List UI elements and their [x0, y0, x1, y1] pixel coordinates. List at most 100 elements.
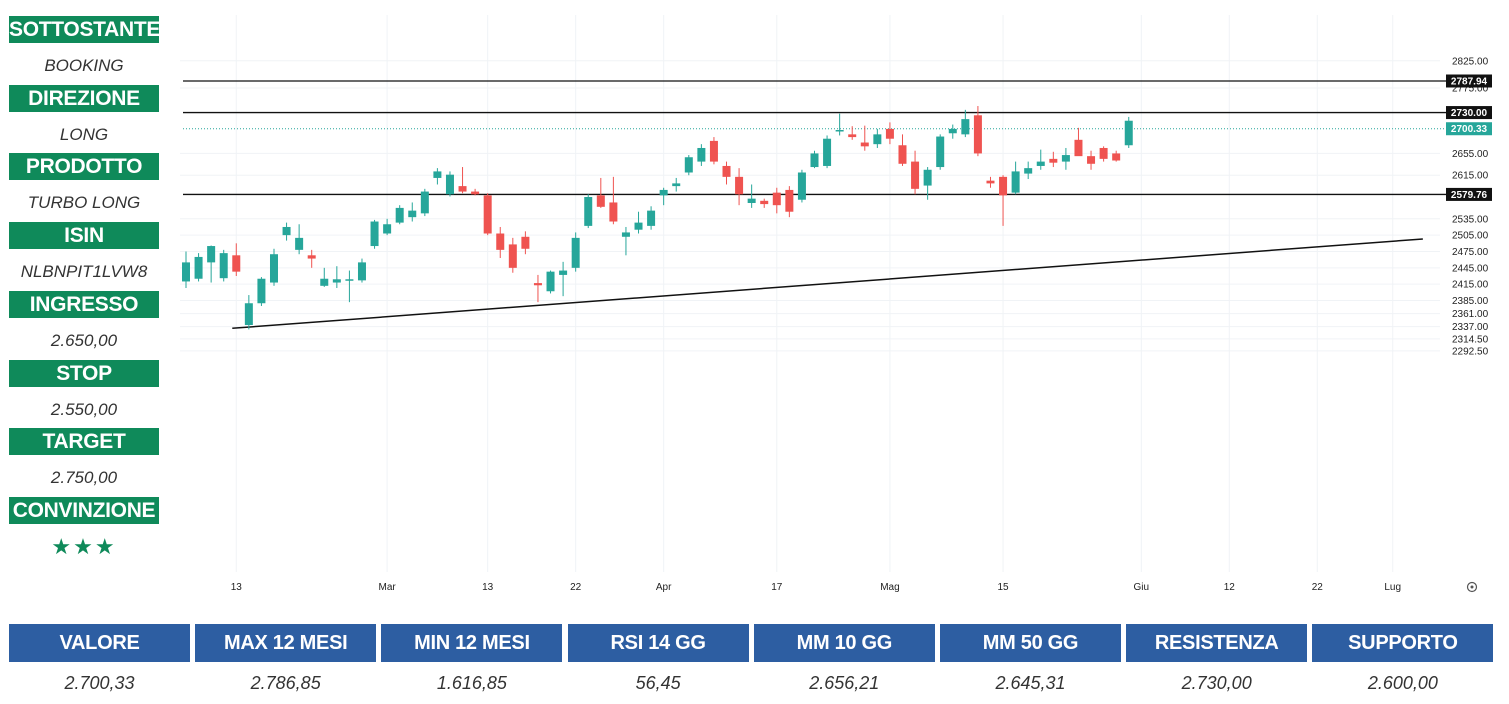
settings-gear-icon[interactable] — [1466, 581, 1478, 593]
x-tick-label: Mar — [379, 582, 397, 593]
candle-body — [207, 246, 216, 263]
candle-body — [672, 183, 681, 187]
stat-label: MM 10 GG — [753, 624, 935, 662]
x-tick-label: 13 — [482, 582, 494, 593]
candle-body — [483, 195, 492, 234]
candle-body — [282, 226, 291, 236]
conviction-stars: ★★★ — [51, 533, 117, 559]
candle-body — [194, 256, 203, 279]
candle-body — [848, 134, 857, 138]
y-axis: 2825.00 2775.00 2655.00 2615.00 2535.00 2505.… — [1452, 56, 1489, 357]
stat-6: RESISTENZA 2.730,00 — [1126, 624, 1308, 702]
sidebar-value-1: LONG — [59, 124, 109, 144]
candle-body — [1011, 171, 1020, 193]
sidebar-label-3: ISIN — [9, 222, 159, 250]
trendline — [232, 238, 1423, 330]
sidebar-label-1: DIREZIONE — [9, 84, 159, 112]
candle-body — [345, 279, 354, 281]
candle-body — [961, 119, 970, 135]
candle-body — [546, 271, 555, 292]
candle-body — [810, 153, 819, 168]
candle-body — [1087, 156, 1096, 164]
stat-value: 2.730,00 — [1181, 673, 1252, 693]
candle-body — [634, 222, 643, 230]
sidebar-value-4: 2.650,00 — [50, 330, 118, 350]
candle-body — [747, 198, 756, 204]
x-axis: 13 Mar 13 22 Apr 17 Mag 15 Giu 12 22 Lug — [231, 582, 1401, 593]
stat-label: SUPPORTO — [1312, 624, 1494, 662]
candle-body — [885, 128, 894, 139]
stat-2: MIN 12 MESI 1.616,85 — [381, 624, 563, 702]
level-price-tag — [1446, 187, 1492, 201]
x-tick-label: Apr — [656, 582, 672, 593]
horizontal-levels — [183, 80, 1446, 196]
y-tick-label: 2655.00 — [1452, 149, 1489, 160]
trendline-layer — [232, 238, 1423, 330]
candle-body — [986, 180, 995, 184]
stat-value: 2.600,00 — [1367, 673, 1438, 693]
candle-body — [521, 236, 530, 249]
y-tick-label: 2385.00 — [1452, 296, 1489, 307]
candle-body — [973, 115, 982, 154]
candle-body — [219, 253, 228, 279]
sidebar-label-2: PRODOTTO — [9, 153, 159, 181]
y-tick-label: 2314.50 — [1452, 334, 1489, 345]
x-tick-label: Mag — [880, 582, 899, 593]
x-tick-label: 13 — [231, 582, 243, 593]
candle-body — [269, 254, 278, 283]
stat-value: 1.616,85 — [436, 673, 507, 693]
stat-value: 2.700,33 — [64, 673, 135, 693]
candle-body — [823, 138, 832, 166]
candle-body — [307, 255, 316, 259]
stat-value: 2.645,31 — [995, 673, 1066, 693]
x-tick-label: 12 — [1224, 582, 1236, 593]
x-tick-label: 17 — [771, 582, 783, 593]
sidebar-label-4: INGRESSO — [9, 290, 159, 318]
candle-body — [182, 262, 190, 282]
stat-0: VALORE 2.700,33 — [9, 624, 190, 702]
candle-body — [722, 165, 731, 177]
candle-body — [383, 224, 392, 234]
candle-body — [647, 210, 656, 226]
candle-body — [760, 200, 769, 205]
level-price-label: 2579.76 — [1451, 190, 1488, 201]
stat-value: 2.786,85 — [250, 673, 321, 693]
candle-body — [609, 202, 618, 222]
sidebar-label-0: SOTTOSTANTE — [9, 16, 161, 43]
candle-body — [999, 176, 1008, 196]
stat-label: RSI 14 GG — [567, 624, 749, 662]
stat-1: MAX 12 MESI 2.786,85 — [195, 624, 377, 702]
candles-layer — [182, 106, 1133, 330]
y-tick-label: 2825.00 — [1452, 56, 1489, 67]
candle-body — [408, 210, 417, 218]
candle-body — [948, 128, 957, 134]
y-tick-label: 2615.00 — [1452, 171, 1489, 182]
candle-body — [797, 172, 806, 200]
y-tick-label: 2361.00 — [1452, 309, 1489, 320]
stat-label: RESISTENZA — [1126, 624, 1308, 662]
y-tick-label: 2475.00 — [1452, 247, 1489, 258]
stat-label: VALORE — [9, 624, 190, 662]
y-tick-label: 2415.00 — [1452, 280, 1489, 291]
candle-body — [559, 270, 568, 275]
candle-body — [621, 232, 630, 237]
stat-label: MIN 12 MESI — [381, 624, 563, 662]
trade-info-panel: SOTTOSTANTE BOOKING DIREZIONE LONG PRODOTTO T… — [0, 0, 166, 580]
candle-body — [357, 262, 366, 281]
candle-body — [873, 134, 882, 145]
y-tick-label: 2775.00 — [1452, 84, 1489, 95]
stat-label: MM 50 GG — [940, 624, 1121, 662]
candle-body — [332, 279, 341, 283]
x-tick-label: Giu — [1134, 582, 1150, 593]
candle-body — [257, 278, 266, 304]
candle-body — [1112, 153, 1121, 161]
level-price-label: 2730.00 — [1451, 108, 1488, 119]
stat-label: MAX 12 MESI — [195, 624, 377, 662]
chart-grid — [180, 15, 1440, 572]
x-tick-label: 22 — [1312, 582, 1324, 593]
y-tick-label: 2445.00 — [1452, 263, 1489, 274]
sidebar-value-2: TURBO LONG — [27, 193, 141, 213]
sidebar-label-5: STOP — [9, 359, 159, 387]
candle-body — [395, 207, 404, 223]
candle-body — [232, 255, 241, 272]
